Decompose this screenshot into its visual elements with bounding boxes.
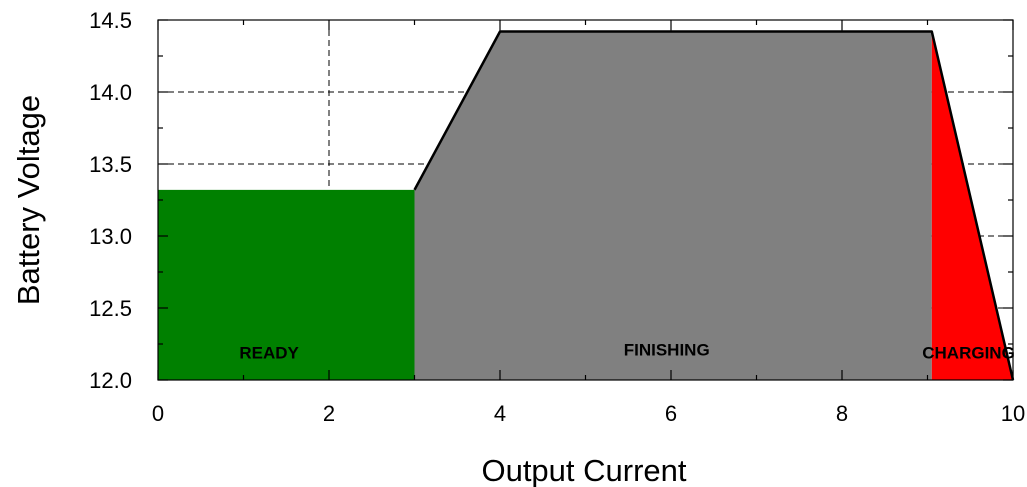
y-tick-label: 13.5 <box>89 152 132 177</box>
x-tick-label: 10 <box>1001 401 1025 426</box>
region-label-charging: CHARGING <box>922 343 1015 362</box>
x-tick-label: 4 <box>494 401 506 426</box>
boundary-line <box>413 30 1015 381</box>
region-ready <box>158 189 415 380</box>
chart-region-labels: READY FINISHING CHARGING <box>239 341 1014 363</box>
y-tick-label: 14.5 <box>89 8 132 33</box>
chart-ticks: 0 2 4 6 8 10 12.0 12.5 13.0 13.5 14.0 14.5 <box>89 8 1025 426</box>
y-tick-label: 12.0 <box>89 368 132 393</box>
chart-regions <box>158 31 1013 380</box>
x-tick-label: 6 <box>665 401 677 426</box>
region-finishing <box>414 31 932 380</box>
y-tick-label: 13.0 <box>89 224 132 249</box>
y-tick-label: 14.0 <box>89 80 132 105</box>
x-tick-label: 2 <box>323 401 335 426</box>
y-tick-label: 12.5 <box>89 296 132 321</box>
x-tick-label: 8 <box>836 401 848 426</box>
x-axis-title: Output Current <box>481 453 686 487</box>
y-axis-title: Battery Voltage <box>11 95 46 305</box>
x-tick-label: 0 <box>152 401 164 426</box>
region-label-ready: READY <box>239 343 299 362</box>
region-label-finishing: FINISHING <box>624 341 710 360</box>
chart-boundary <box>413 30 1015 381</box>
